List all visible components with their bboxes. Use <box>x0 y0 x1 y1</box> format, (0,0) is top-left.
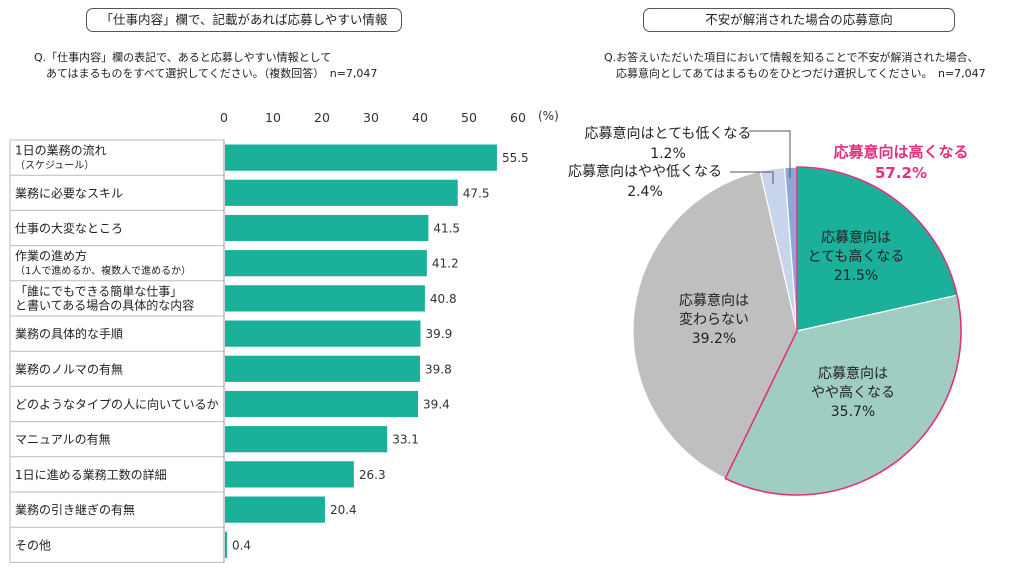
bar-chart-header: 「仕事内容」欄で、記載があれば応募しやすい情報 <box>86 8 402 32</box>
pie-highlight-outline <box>724 166 962 496</box>
bar <box>225 214 429 242</box>
category-label: マニュアルの有無 <box>15 432 111 447</box>
category-label: 業務の具体的な手順 <box>15 326 123 341</box>
pie-slice-label: 応募意向はとても低くなる <box>585 125 752 142</box>
pie-slice-label: 21.5% <box>834 268 878 284</box>
category-label: 「誰にでもできる簡単な仕事」 <box>15 283 182 298</box>
x-tick-label: 40 <box>412 110 428 125</box>
pie-slice-label: やや高くなる <box>811 384 895 401</box>
pie-slice-label: 35.7% <box>831 404 875 420</box>
bar-value-label: 39.9 <box>426 327 453 341</box>
pie-slice <box>632 170 798 480</box>
bar-value-label: 40.8 <box>430 292 457 306</box>
bar-value-label: 39.4 <box>423 398 450 412</box>
bar-value-label: 0.4 <box>232 538 251 552</box>
leader-line <box>749 130 791 178</box>
x-tick-label: 60 <box>510 110 526 125</box>
pie-slice-label: 応募意向はやや低くなる <box>568 163 722 180</box>
x-tick-label: 0 <box>220 110 228 125</box>
bar <box>225 250 427 277</box>
bar <box>225 179 458 206</box>
bar-value-label: 41.2 <box>432 257 459 271</box>
bar <box>225 320 421 347</box>
category-label: 作業の進め方 <box>15 248 87 263</box>
leader-line <box>730 171 774 184</box>
category-label: 1日に進める業務工数の詳細 <box>15 467 167 482</box>
bar <box>225 355 421 382</box>
bar <box>225 390 419 418</box>
bar-value-label: 55.5 <box>502 151 529 165</box>
category-label: 業務の引き継ぎの有無 <box>15 502 135 517</box>
pie-slice-label: 1.2% <box>650 146 686 162</box>
pie-slice-label: 39.2% <box>692 331 736 347</box>
x-tick-label: 50 <box>461 110 477 125</box>
bar-chart: 0 10 20 30 40 50 60 (%) 1日の業務の流れ （スケジュール） 55.5 業務に必… <box>9 109 559 563</box>
pie-slice-label: 2.4% <box>627 184 663 200</box>
category-label: その他 <box>15 538 51 552</box>
highlight-value: 57.2% <box>875 164 927 182</box>
category-label: 1日の業務の流れ <box>15 144 107 158</box>
x-tick-label: 30 <box>363 110 379 125</box>
x-tick-label: 10 <box>265 110 281 125</box>
bar <box>225 426 388 453</box>
bar-chart-question: Q.「仕事内容」欄の表記で、あると応募しやすい情報としてあてはまるものをすべて選… <box>34 50 377 82</box>
category-label-sub: と書いてある場合の具体的な内容 <box>15 297 194 312</box>
pie-chart-question: Q.お答えいただいた項目において情報を知ることで不安が解消された場合、応募意向と… <box>604 50 986 82</box>
bar-value-label: 26.3 <box>359 468 386 482</box>
bar-question-line-2: あてはまるものをすべて選択してください。（複数回答） n=7,047 <box>46 67 378 80</box>
category-label-sub: （スケジュール） <box>15 160 94 172</box>
x-tick-label: 20 <box>314 110 330 125</box>
bar <box>225 531 227 558</box>
highlight-label: 応募意向は高くなる <box>833 143 968 161</box>
bar <box>225 496 325 523</box>
category-label-sub: （1人で進めるか、複数人で進めるか） <box>15 264 191 277</box>
bar <box>225 144 497 171</box>
category-label: 仕事の大変なところ <box>15 221 123 236</box>
pie-slice-label: 応募意向は <box>821 229 891 246</box>
pie-question-line-1: Q.お答えいただいた項目において情報を知ることで不安が解消された場合、 <box>604 51 979 64</box>
bar-value-label: 33.1 <box>392 433 419 447</box>
pie-slice-label: 応募意向は <box>818 365 888 382</box>
pie-chart: 応募意向はとても高くなる21.5%応募意向はやや高くなる35.7%応募意向は変わ… <box>568 125 969 496</box>
category-label: どのようなタイプの人に向いているか <box>15 397 219 412</box>
pie-slice-label: 変わらない <box>679 311 749 328</box>
category-label: 業務に必要なスキル <box>15 186 123 200</box>
bar-value-label: 39.8 <box>425 362 452 376</box>
bar-value-label: 47.5 <box>463 186 490 200</box>
pie-question-line-2: 応募意向としてあてはまるものをひとつだけ選択してください。 n=7,047 <box>616 67 986 80</box>
bar <box>225 461 354 488</box>
bar-value-label: 41.5 <box>433 222 460 236</box>
bar <box>225 285 425 312</box>
pie-slice-label: 応募意向は <box>679 292 749 309</box>
bar-value-label: 20.4 <box>330 503 357 517</box>
category-label: 業務のノルマの有無 <box>15 361 123 376</box>
pie-slice-label: とても高くなる <box>808 248 905 265</box>
pie-chart-header: 不安が解消された場合の応募意向 <box>643 8 955 32</box>
x-unit-label: (%) <box>538 109 559 123</box>
bar-question-line-1: Q.「仕事内容」欄の表記で、あると応募しやすい情報として <box>34 51 332 64</box>
